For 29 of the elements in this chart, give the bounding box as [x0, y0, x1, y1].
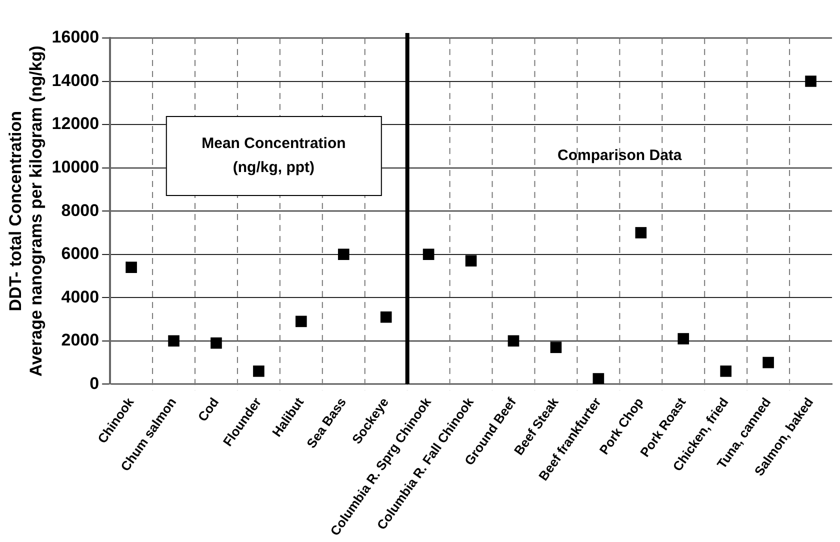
point: [720, 366, 732, 377]
point: [126, 262, 137, 273]
point: [210, 337, 222, 349]
annotation: Comparison Data: [558, 146, 682, 166]
annotation: Mean Concentration (ng/kg, ppt): [202, 134, 346, 178]
point: [550, 342, 562, 354]
y-tick-label: 14000: [52, 70, 100, 90]
y-axis-title: DDT- total Concentration Average nanograms per kilogram (ng/kg): [6, 46, 46, 377]
y-tick-label: 16000: [52, 28, 100, 47]
y-tick-label: 6000: [61, 244, 100, 264]
point: [338, 248, 350, 260]
y-tick-label: 0: [90, 374, 100, 393]
point: [253, 366, 264, 377]
point: [465, 255, 477, 266]
point: [762, 356, 774, 368]
point: [380, 311, 392, 323]
point: [508, 335, 520, 347]
y-tick-label: 2000: [61, 330, 100, 350]
point: [592, 373, 604, 384]
y-tick-label: 12000: [52, 114, 100, 134]
point: [635, 227, 647, 238]
point: [422, 248, 434, 260]
point: [168, 335, 180, 347]
y-tick-label: 10000: [52, 158, 100, 176]
y-tick-label: 8000: [61, 200, 100, 220]
point: [805, 76, 816, 87]
y-tick-label: 4000: [61, 287, 100, 306]
point: [296, 316, 307, 328]
point: [678, 333, 690, 344]
